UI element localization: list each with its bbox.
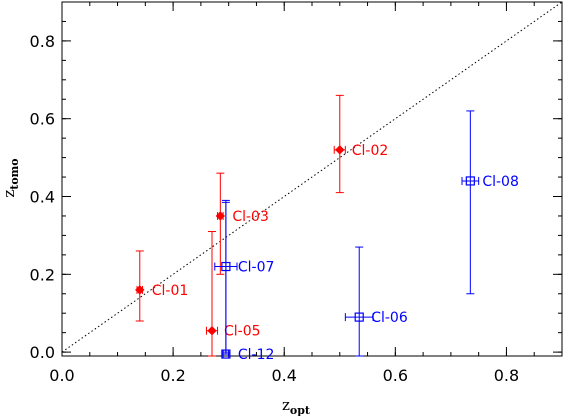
x-tick-label: 0.0 — [49, 366, 74, 385]
x-tick-label: 0.4 — [271, 366, 296, 385]
point-label: Cl-06 — [371, 310, 408, 326]
diamond-marker — [207, 326, 217, 336]
x-tick-label: 0.2 — [160, 366, 185, 385]
reference-line-group — [61, 1, 563, 353]
y-axis-label-main: z — [0, 190, 18, 198]
data-points: Cl-01 Cl-02 Cl-03 Cl-05 Cl-06 Cl-07 Cl-08 Cl-12 — [135, 94, 519, 363]
y-axis: 0.0 0.2 0.4 0.6 0.8 — [30, 1, 562, 362]
point-label: Cl-12 — [238, 347, 275, 363]
data-point-cl-06: Cl-06 — [344, 246, 408, 357]
data-point-cl-02: Cl-02 — [333, 94, 389, 194]
point-label: Cl-07 — [238, 260, 275, 276]
y-tick-label: 0.4 — [30, 188, 55, 207]
y-axis-label-sub: tomo — [8, 158, 21, 189]
point-label: Cl-02 — [352, 143, 389, 159]
square-marker — [354, 312, 364, 322]
diamond-marker — [335, 145, 345, 155]
x-axis-label: zopt — [282, 396, 311, 416]
y-axis-label: ztomo — [0, 158, 21, 197]
x-tick-label: 0.6 — [383, 366, 408, 385]
diamond-marker — [215, 211, 226, 221]
x-tick-label: 0.8 — [494, 366, 519, 385]
square-marker — [465, 176, 475, 186]
y-tick-label: 0.0 — [30, 343, 55, 362]
square-marker — [221, 349, 231, 359]
reference-line — [61, 1, 563, 353]
y-tick-label: 0.2 — [30, 265, 55, 284]
point-label: Cl-03 — [232, 209, 269, 225]
x-axis: 0.0 0.2 0.4 0.6 0.8 — [49, 2, 563, 385]
point-label: Cl-08 — [482, 174, 519, 190]
x-axis-label-sub: opt — [290, 404, 311, 416]
data-point-cl-03: Cl-03 — [215, 172, 269, 275]
data-point-cl-08: Cl-08 — [461, 110, 519, 295]
y-tick-label: 0.6 — [30, 110, 55, 129]
y-tick-label: 0.8 — [30, 32, 55, 51]
point-label: Cl-05 — [224, 324, 261, 340]
data-point-cl-01: Cl-01 — [135, 250, 189, 322]
diamond-marker — [135, 285, 145, 295]
data-point-cl-12: Cl-12 — [221, 201, 275, 363]
data-point-cl-05: Cl-05 — [205, 231, 261, 357]
x-axis-label-main: z — [282, 396, 290, 414]
point-label: Cl-01 — [152, 283, 189, 299]
